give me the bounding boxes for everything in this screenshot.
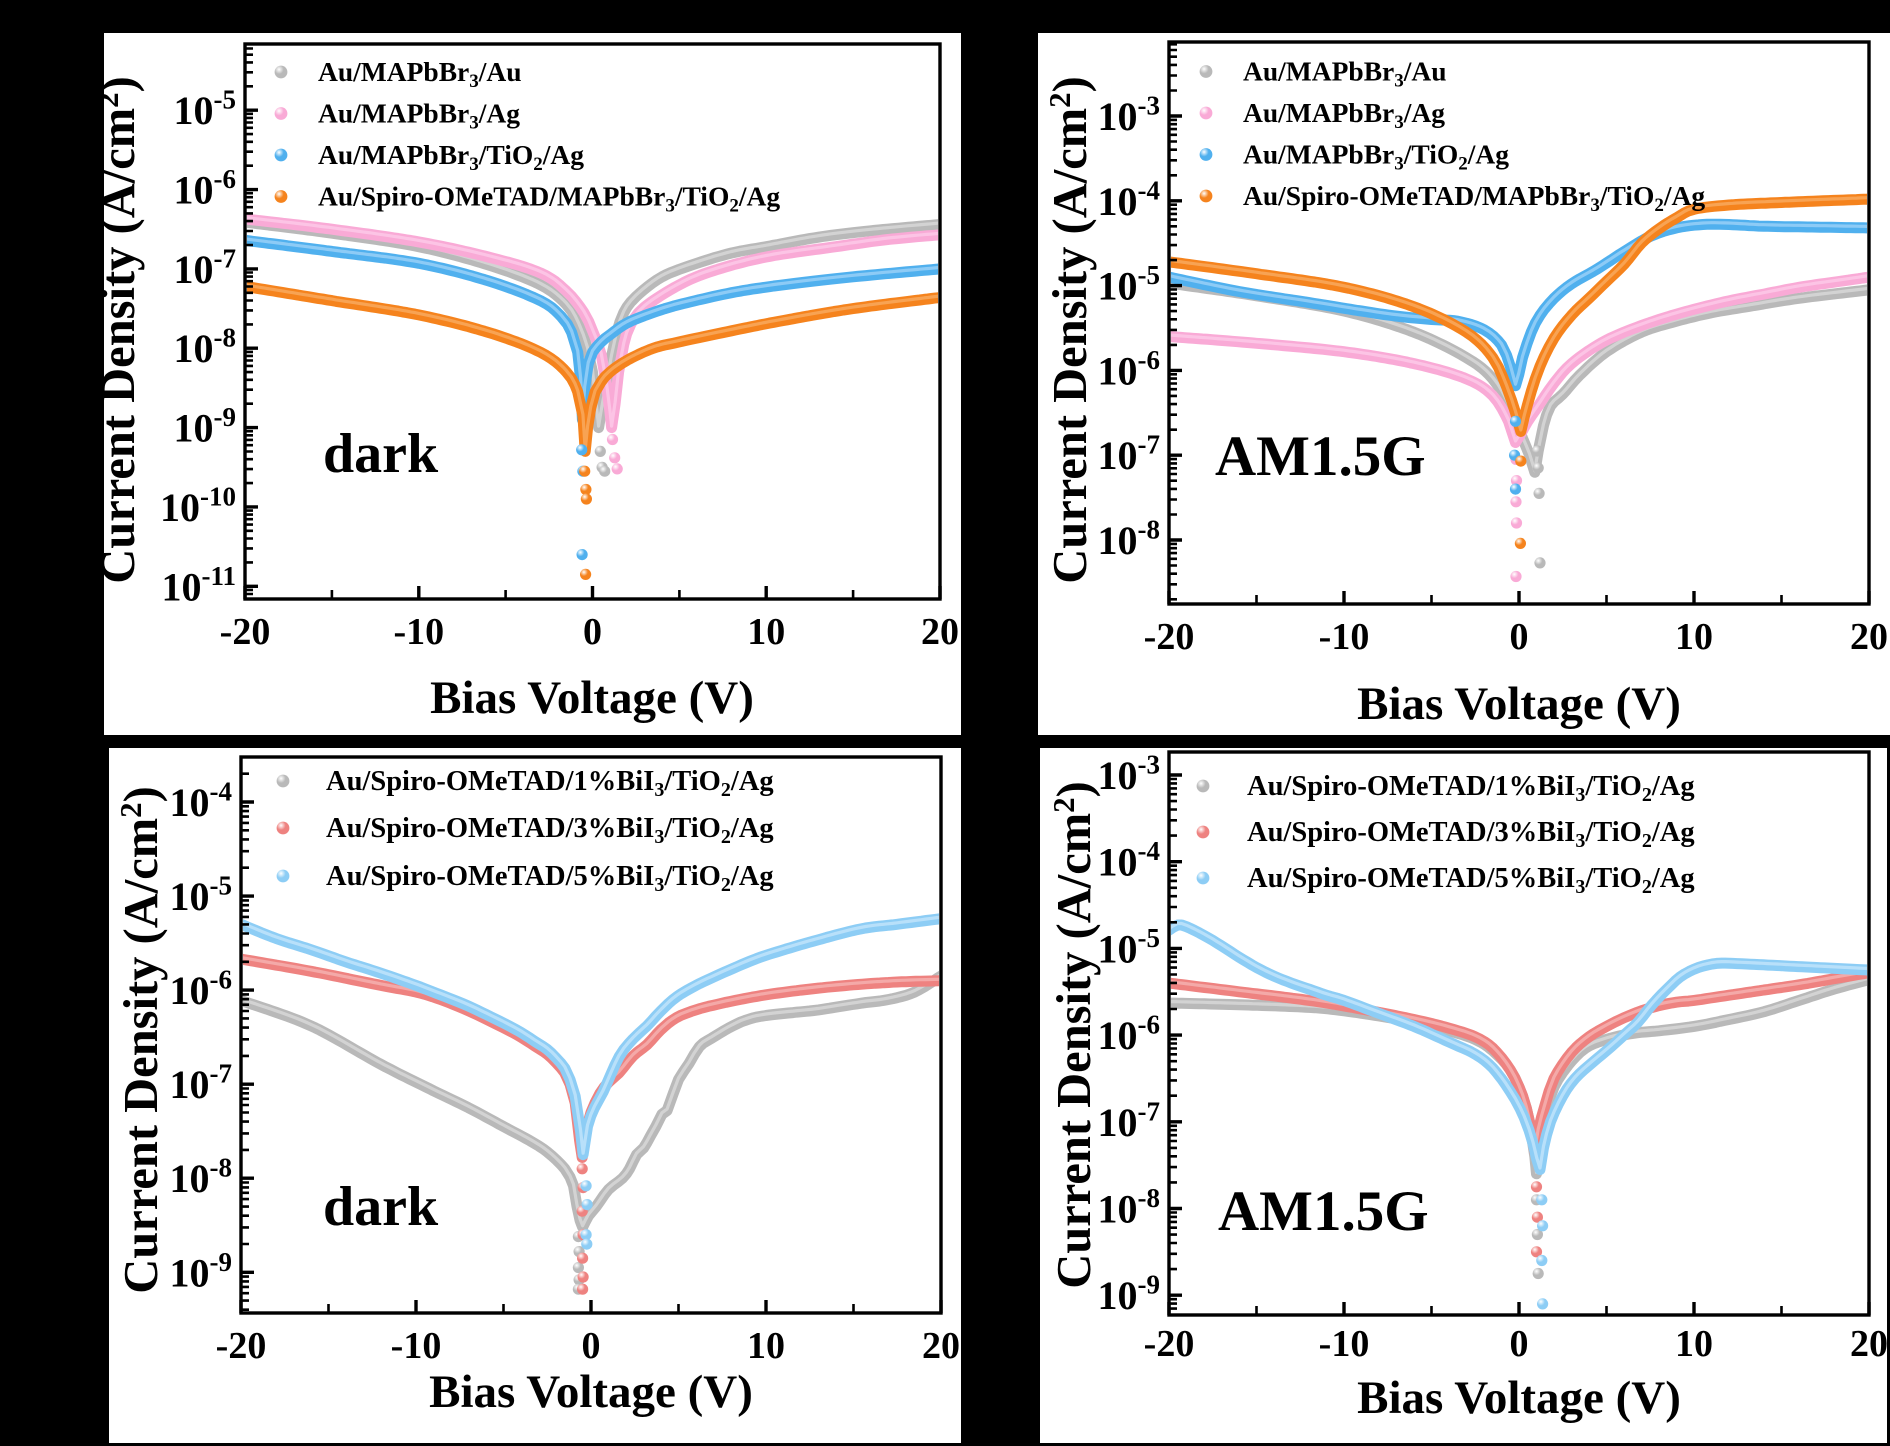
svg-text:Au/MAPbBr3​/Au: Au/MAPbBr3​/Au bbox=[318, 56, 522, 92]
svg-text:Bias Voltage (V): Bias Voltage (V) bbox=[429, 1366, 753, 1418]
svg-text:10: 10 bbox=[747, 611, 785, 653]
svg-text:20: 20 bbox=[922, 1325, 960, 1367]
svg-text:Au/MAPbBr3​/TiO2​/Ag: Au/MAPbBr3​/TiO2​/Ag bbox=[1243, 139, 1509, 175]
svg-text:Au/Spiro-OMeTAD/5%BiI3​/TiO2​/: Au/Spiro-OMeTAD/5%BiI3​/TiO2​/Ag bbox=[326, 861, 774, 896]
svg-text:dark: dark bbox=[323, 1176, 439, 1238]
svg-text:Current Density (A/cm2): Current Density (A/cm2) bbox=[90, 76, 145, 584]
svg-text:Au/Spiro-OMeTAD/1%BiI3​/TiO2​/: Au/Spiro-OMeTAD/1%BiI3​/TiO2​/Ag bbox=[1247, 771, 1695, 806]
svg-text:10: 10 bbox=[1675, 616, 1713, 658]
svg-text:-20: -20 bbox=[1144, 616, 1195, 658]
svg-text:Au/MAPbBr3​/Ag: Au/MAPbBr3​/Ag bbox=[318, 98, 520, 134]
svg-text:Current Density (A/cm2): Current Density (A/cm2) bbox=[113, 786, 168, 1294]
svg-text:Current Density (A/cm2): Current Density (A/cm2) bbox=[1042, 76, 1097, 584]
svg-text:Bias Voltage (V): Bias Voltage (V) bbox=[1357, 1372, 1681, 1424]
svg-text:0: 0 bbox=[1510, 1323, 1529, 1365]
svg-text:Au/Spiro-OMeTAD/MAPbBr3​/TiO2​: Au/Spiro-OMeTAD/MAPbBr3​/TiO2​/Ag bbox=[318, 181, 780, 217]
svg-text:-10: -10 bbox=[393, 611, 444, 653]
svg-text:0: 0 bbox=[583, 611, 602, 653]
svg-text:10: 10 bbox=[1675, 1323, 1713, 1365]
svg-text:Au/Spiro-OMeTAD/5%BiI3​/TiO2​/: Au/Spiro-OMeTAD/5%BiI3​/TiO2​/Ag bbox=[1247, 863, 1695, 898]
svg-text:0: 0 bbox=[582, 1325, 601, 1367]
svg-text:Bias Voltage (V): Bias Voltage (V) bbox=[430, 672, 754, 724]
svg-text:10-3: 10-3 bbox=[1098, 750, 1161, 799]
svg-text:20: 20 bbox=[1850, 1323, 1888, 1365]
svg-text:Bias Voltage (V): Bias Voltage (V) bbox=[1357, 678, 1681, 730]
svg-text:10-9: 10-9 bbox=[1098, 1270, 1161, 1319]
svg-text:AM1.5G: AM1.5G bbox=[1215, 425, 1426, 488]
svg-text:20: 20 bbox=[1850, 616, 1888, 658]
svg-text:10-5: 10-5 bbox=[1098, 260, 1161, 309]
svg-text:Au/MAPbBr3​/TiO2​/Ag: Au/MAPbBr3​/TiO2​/Ag bbox=[318, 139, 584, 175]
svg-text:Au/Spiro-OMeTAD/MAPbBr3​/TiO2​: Au/Spiro-OMeTAD/MAPbBr3​/TiO2​/Ag bbox=[1243, 180, 1705, 216]
svg-text:Au/Spiro-OMeTAD/3%BiI3​/TiO2​/: Au/Spiro-OMeTAD/3%BiI3​/TiO2​/Ag bbox=[326, 813, 774, 848]
svg-text:20: 20 bbox=[921, 611, 959, 653]
svg-text:Au/MAPbBr3​/Au: Au/MAPbBr3​/Au bbox=[1243, 56, 1447, 92]
svg-text:-20: -20 bbox=[220, 611, 271, 653]
svg-text:Au/MAPbBr3​/Ag: Au/MAPbBr3​/Ag bbox=[1243, 97, 1445, 133]
svg-text:10-9: 10-9 bbox=[170, 1247, 233, 1296]
svg-text:10-4: 10-4 bbox=[1098, 836, 1161, 885]
svg-text:-20: -20 bbox=[216, 1325, 267, 1367]
svg-text:10-4: 10-4 bbox=[170, 777, 233, 826]
svg-text:AM1.5G: AM1.5G bbox=[1218, 1180, 1429, 1243]
svg-text:-10: -10 bbox=[1319, 616, 1370, 658]
svg-text:10-6: 10-6 bbox=[170, 965, 233, 1014]
svg-text:Current Density (A/cm2): Current Density (A/cm2) bbox=[1046, 781, 1101, 1289]
svg-text:-10: -10 bbox=[1319, 1323, 1370, 1365]
svg-text:Au/Spiro-OMeTAD/3%BiI3​/TiO2​/: Au/Spiro-OMeTAD/3%BiI3​/TiO2​/Ag bbox=[1247, 817, 1695, 852]
svg-text:-20: -20 bbox=[1144, 1323, 1195, 1365]
svg-text:10: 10 bbox=[747, 1325, 785, 1367]
svg-text:Au/Spiro-OMeTAD/1%BiI3​/TiO2​/: Au/Spiro-OMeTAD/1%BiI3​/TiO2​/Ag bbox=[326, 766, 774, 801]
svg-text:dark: dark bbox=[323, 423, 439, 485]
svg-text:0: 0 bbox=[1510, 616, 1529, 658]
svg-text:-10: -10 bbox=[391, 1325, 442, 1367]
